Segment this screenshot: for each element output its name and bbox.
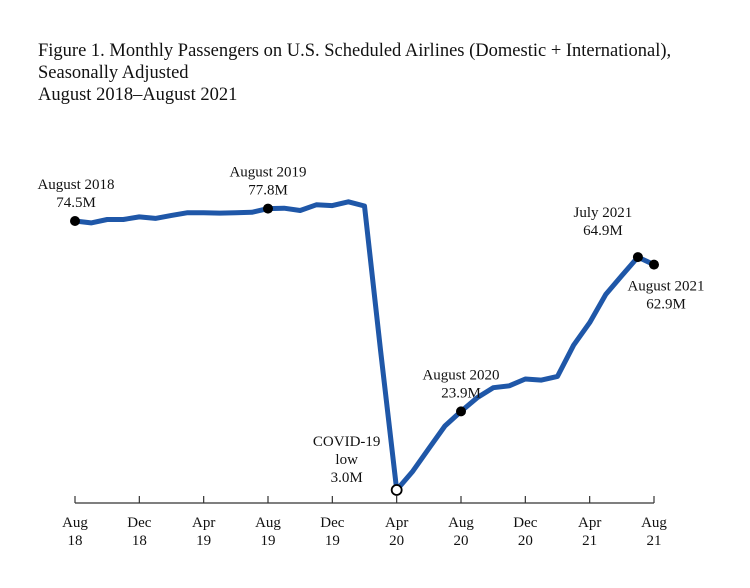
title-line-3: August 2018–August 2021 — [38, 85, 238, 105]
annotation-label: 62.9M — [646, 297, 686, 313]
annotation-label: August 2019 — [229, 165, 306, 181]
data-point-2020-01 — [346, 200, 350, 204]
x-tick-label-month: Apr — [578, 515, 601, 531]
data-point-2019-04 — [202, 211, 206, 215]
x-tick-label-month: Dec — [127, 515, 151, 531]
annotation-marker — [456, 406, 466, 417]
annotation-label: COVID-19 — [313, 434, 381, 450]
data-point-2019-01 — [153, 216, 157, 220]
data-point-2021-02 — [556, 374, 560, 378]
x-tick-label-year: 19 — [196, 533, 211, 549]
data-point-2020-11 — [507, 384, 511, 388]
data-point-2019-09 — [282, 206, 286, 210]
data-point-2019-12 — [330, 204, 334, 208]
chart-title: Figure 1. Monthly Passengers on U.S. Sch… — [38, 40, 671, 106]
annotation-label: 3.0M — [331, 470, 363, 486]
data-point-2019-02 — [170, 213, 174, 217]
x-tick-label-month: Dec — [320, 515, 344, 531]
annotation-marker — [649, 259, 659, 270]
annotation-label: August 2020 — [422, 367, 499, 383]
data-point-2021-05 — [604, 292, 608, 296]
data-point-2019-06 — [234, 211, 238, 215]
data-point-2021-06 — [620, 274, 624, 278]
x-tick-label-month: Aug — [448, 515, 474, 531]
annotation-marker — [70, 216, 80, 226]
data-point-2020-10 — [491, 386, 495, 390]
x-tick-label-month: Aug — [641, 515, 667, 531]
data-point-2020-06 — [427, 447, 431, 451]
annotation-marker — [390, 484, 403, 496]
title-line-1: Figure 1. Monthly Passengers on U.S. Sch… — [38, 41, 672, 61]
series-line-passengers — [72, 199, 657, 493]
x-tick-label-month: Apr — [385, 515, 408, 531]
data-point-2019-07 — [250, 210, 254, 214]
annotation-label: 74.5M — [56, 195, 96, 211]
data-point-2020-12 — [523, 377, 527, 381]
annotation-label: August 2021 — [627, 279, 704, 295]
data-point-2021-01 — [539, 378, 543, 382]
annotation-label: low — [335, 452, 358, 468]
x-tick-label-year: 20 — [518, 533, 533, 549]
title-line-2: Seasonally Adjusted — [38, 63, 189, 83]
x-tick-label-year: 21 — [647, 533, 662, 549]
data-point-2019-03 — [186, 211, 190, 215]
data-point-2018-12 — [137, 215, 141, 219]
data-point-2020-07 — [443, 424, 447, 428]
annotation-label: July 2021 — [574, 205, 633, 221]
annotation-label: 77.8M — [248, 183, 288, 199]
data-point-2019-05 — [218, 211, 222, 215]
x-tick-label-month: Apr — [192, 515, 215, 531]
x-tick-label-year: 20 — [454, 533, 469, 549]
data-point-2021-04 — [588, 321, 592, 325]
x-tick-label-year: 19 — [325, 533, 340, 549]
annotation-label: August 2018 — [37, 177, 114, 193]
x-tick-label-month: Aug — [62, 515, 88, 531]
x-axis: Aug 18 Dec 18 Apr 19 Aug 19 Dec 19 Apr 20 Aug 20 Dec 20… — [62, 496, 667, 549]
data-point-2018-11 — [121, 217, 125, 221]
annotation-marker — [263, 203, 273, 214]
data-point-2018-09 — [89, 221, 93, 225]
x-tick-label-month: Dec — [513, 515, 537, 531]
x-tick-label-year: 20 — [389, 533, 404, 549]
x-tick-label-year: 19 — [261, 533, 276, 549]
data-point-2020-03 — [379, 349, 383, 353]
data-point-2019-11 — [314, 203, 318, 207]
data-point-2018-10 — [105, 217, 109, 221]
data-point-2020-02 — [363, 204, 367, 208]
data-point-2020-05 — [411, 469, 415, 473]
series-layer — [72, 199, 657, 493]
x-tick-label-year: 18 — [132, 533, 147, 549]
data-point-2021-03 — [572, 343, 576, 347]
annotation-label: 64.9M — [583, 223, 623, 239]
x-tick-label-year: 21 — [582, 533, 597, 549]
annotation-label: 23.9M — [441, 385, 481, 401]
x-tick-label-month: Aug — [255, 515, 281, 531]
x-tick-label-year: 18 — [68, 533, 83, 549]
annotations-layer: August 2018 74.5M August 2019 77.8M COVID-19… — [37, 165, 705, 496]
data-point-2019-10 — [298, 208, 302, 212]
annotation-marker — [632, 252, 643, 263]
